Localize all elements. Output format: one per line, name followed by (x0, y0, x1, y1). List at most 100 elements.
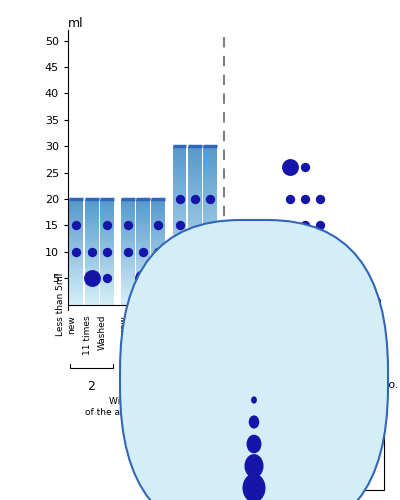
Bar (84, 241, 98, 244)
Point (235, 274, 241, 282)
Bar (69, 273, 83, 276)
Bar (69, 268, 83, 270)
Bar (136, 199, 150, 202)
Text: 5 Pair: 5 Pair (276, 483, 304, 493)
Bar (188, 146, 202, 150)
Bar (100, 246, 114, 249)
Text: 10: 10 (187, 380, 203, 393)
Bar (203, 237, 217, 242)
Bar (172, 288, 186, 293)
Bar (121, 244, 135, 246)
Bar (152, 268, 165, 270)
Point (286, 164, 293, 172)
Bar (69, 212, 83, 215)
Point (353, 300, 360, 308)
Bar (84, 249, 98, 252)
Text: 11 times: 11 times (134, 315, 143, 354)
Bar (69, 220, 83, 223)
Bar (121, 241, 135, 244)
Bar (69, 270, 83, 273)
Bar (121, 252, 135, 254)
Bar (84, 265, 98, 268)
Point (176, 274, 183, 282)
Bar (100, 302, 114, 304)
Bar (84, 294, 98, 297)
Bar (172, 158, 186, 162)
Bar (203, 218, 217, 222)
Bar (188, 296, 202, 301)
Text: Washed: Washed (98, 315, 107, 350)
Bar (203, 178, 217, 182)
Bar (69, 288, 83, 292)
Bar (172, 190, 186, 194)
Bar (121, 278, 135, 281)
Bar (136, 288, 150, 292)
Bar (69, 225, 83, 228)
Bar (188, 198, 202, 202)
Point (73, 222, 80, 230)
Bar (121, 284, 135, 286)
Point (73, 248, 80, 256)
Bar (69, 218, 83, 220)
Point (250, 300, 256, 308)
Point (286, 222, 293, 230)
Bar (84, 296, 98, 300)
Text: Without
indication: Without indication (282, 398, 327, 417)
Bar (100, 202, 114, 204)
Bar (203, 245, 217, 249)
Bar (121, 202, 135, 204)
Bar (203, 300, 217, 304)
Bar (203, 280, 217, 285)
Bar (172, 154, 186, 158)
Bar (152, 202, 165, 204)
Point (286, 248, 293, 256)
Text: No.: No. (381, 380, 400, 390)
Bar (203, 158, 217, 162)
Bar (172, 194, 186, 198)
Bar (203, 229, 217, 234)
Bar (100, 276, 114, 278)
Text: Washed: Washed (260, 315, 268, 350)
Point (155, 274, 162, 282)
Bar (188, 174, 202, 178)
Bar (188, 288, 202, 293)
Bar (152, 249, 165, 252)
Text: new: new (170, 315, 180, 334)
Bar (136, 202, 150, 204)
Text: Amount
indicated: Amount indicated (276, 368, 321, 390)
Bar (121, 299, 135, 302)
Bar (121, 236, 135, 238)
Bar (172, 284, 186, 289)
Bar (152, 238, 165, 242)
Bar (121, 204, 135, 207)
Bar (136, 278, 150, 281)
Bar (100, 236, 114, 238)
Bar (69, 296, 83, 300)
Bar (203, 257, 217, 261)
Text: Washed: Washed (201, 315, 210, 350)
Bar (121, 233, 135, 236)
Bar (69, 262, 83, 265)
Bar (203, 174, 217, 178)
Text: 11 times: 11 times (186, 315, 195, 354)
Point (176, 195, 183, 203)
Text: new: new (119, 315, 128, 334)
Point (140, 248, 146, 256)
Bar (172, 162, 186, 166)
Bar (188, 158, 202, 162)
Bar (152, 265, 165, 268)
Bar (203, 288, 217, 293)
Point (302, 222, 308, 230)
Text: Washed: Washed (363, 315, 372, 350)
Bar (152, 273, 165, 276)
Bar (121, 288, 135, 292)
Bar (203, 265, 217, 269)
Text: 11 times: 11 times (296, 315, 305, 354)
Bar (152, 236, 165, 238)
Bar (69, 249, 83, 252)
Point (192, 195, 198, 203)
Bar (172, 257, 186, 261)
Text: Washed: Washed (149, 315, 158, 350)
Point (302, 248, 308, 256)
Bar (84, 299, 98, 302)
